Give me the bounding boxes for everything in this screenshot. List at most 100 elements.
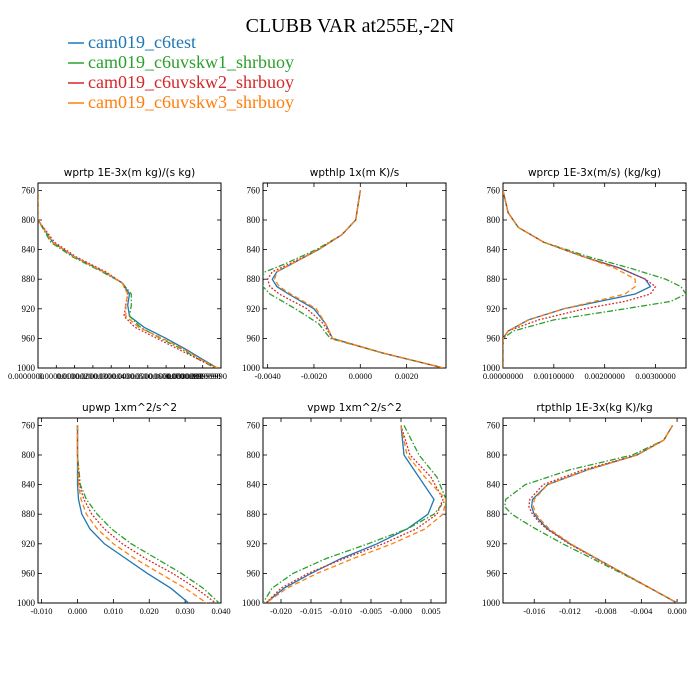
panel-title-1: wpthlp 1x(m K)/s: [310, 167, 400, 179]
legend: cam019_c6testcam019_c6uvskw1_shrbuoycam0…: [68, 32, 294, 112]
series-line-1-3: [273, 190, 444, 368]
x-tick-label-4-0: -0.020: [270, 606, 292, 616]
y-tick-label-4-4: 920: [247, 539, 261, 549]
y-tick-label-5-3: 880: [487, 509, 501, 519]
x-tick-label-5-3: -0.004: [630, 606, 653, 616]
x-tick-label-5-2: -0.008: [595, 606, 617, 616]
y-tick-label-4-6: 1000: [242, 598, 261, 608]
x-tick-label-3-5: 0.040: [211, 606, 230, 616]
panel-frame-4: [262, 417, 447, 604]
legend-label-2: cam019_c6uvskw2_shrbuoy: [88, 72, 294, 92]
panel-title-3: upwp 1xm^2/s^2: [82, 402, 177, 414]
y-tick-label-0-0: 760: [22, 185, 36, 195]
panel-0: wprtp 1E-3x(m kg)/(s kg) 760 800 840 880 920 9…: [8, 167, 227, 381]
y-tick-label-5-0: 760: [487, 420, 501, 430]
y-tick-label-3-1: 800: [22, 450, 36, 460]
y-tick-label-2-4: 920: [487, 304, 501, 314]
legend-label-1: cam019_c6uvskw1_shrbuoy: [88, 52, 294, 72]
panel-frame-3: [37, 417, 222, 604]
y-tick-label-0-5: 960: [22, 333, 36, 343]
x-tick-label-4-4: -0.000: [390, 606, 412, 616]
x-tick-label-3-1: 0.000: [68, 606, 87, 616]
series-line-2-3: [503, 190, 636, 368]
series-line-4-1: [263, 425, 446, 603]
y-tick-label-5-1: 800: [487, 450, 501, 460]
x-tick-label-1-1: -0.0020: [301, 371, 327, 381]
panel-title-4: vpwp 1xm^2/s^2: [307, 402, 402, 414]
series-line-4-2: [265, 425, 444, 603]
x-tick-label-0-6: 0.0000060: [130, 371, 166, 381]
y-tick-label-3-3: 880: [22, 509, 36, 519]
panel-title-5: rtpthlp 1E-3x(kg K)/kg: [536, 402, 652, 414]
panel-5: rtpthlp 1E-3x(kg K)/kg 760 800 840 880 920 960…: [482, 402, 687, 616]
series-line-0-0: [38, 190, 218, 368]
series-line-3-3: [76, 425, 207, 603]
x-tick-label-1-3: 0.0020: [395, 371, 418, 381]
series-line-2-0: [503, 190, 652, 368]
y-tick-label-0-2: 840: [22, 245, 36, 255]
x-tick-label-3-3: 0.020: [140, 606, 159, 616]
y-tick-label-2-3: 880: [487, 274, 501, 284]
series-line-5-2: [528, 425, 678, 603]
series-line-1-0: [271, 190, 444, 368]
y-tick-label-1-0: 760: [247, 185, 261, 195]
panel-frame-5: [502, 417, 687, 604]
series-line-1-2: [266, 190, 444, 368]
panels: wprtp 1E-3x(m kg)/(s kg) 760 800 840 880 920 9…: [8, 167, 687, 616]
series-line-4-0: [265, 425, 435, 603]
figure-title: CLUBB VAR at255E,-2N: [246, 15, 455, 37]
y-tick-label-0-3: 880: [22, 274, 36, 284]
x-tick-label-2-2: 0.00200000: [584, 371, 624, 381]
x-tick-label-1-2: 0.0000: [349, 371, 372, 381]
y-tick-label-5-4: 920: [487, 539, 501, 549]
series-line-0-3: [38, 190, 218, 368]
y-tick-label-2-6: 1000: [482, 363, 501, 373]
x-tick-label-3-0: -0.010: [31, 606, 53, 616]
panel-1: wpthlp 1x(m K)/s7608008408809209601000-0…: [242, 167, 447, 381]
panel-2: wprcp 1E-3x(m/s) (kg/kg) 760 800 840 880 920 9…: [482, 167, 687, 381]
x-tick-label-4-5: 0.005: [421, 606, 440, 616]
y-tick-label-4-3: 880: [247, 509, 261, 519]
panel-3: upwp 1xm^2/s^2 760 800 840 880 920 960 1000-0.0…: [17, 402, 231, 616]
y-tick-label-1-3: 880: [247, 274, 261, 284]
y-tick-label-2-0: 760: [487, 185, 501, 195]
x-tick-label-5-1: -0.012: [559, 606, 581, 616]
y-tick-label-2-1: 800: [487, 215, 501, 225]
y-tick-label-3-5: 960: [22, 568, 36, 578]
panel-frame-0: [37, 182, 222, 369]
x-tick-label-0-9: 0.0000090: [185, 371, 221, 381]
series-line-0-2: [38, 190, 218, 368]
y-tick-label-1-1: 800: [247, 215, 261, 225]
x-tick-label-0-5: 0.0000050: [111, 371, 147, 381]
y-tick-label-3-2: 840: [22, 480, 36, 490]
x-tick-label-4-2: -0.010: [330, 606, 352, 616]
y-tick-label-1-6: 1000: [242, 363, 261, 373]
series-line-3-0: [76, 425, 190, 603]
y-tick-label-5-6: 1000: [482, 598, 501, 608]
y-tick-label-4-0: 760: [247, 420, 261, 430]
series-line-5-3: [532, 425, 678, 603]
legend-label-0: cam019_c6test: [88, 32, 196, 52]
series-line-5-1: [504, 425, 678, 603]
y-tick-label-4-2: 840: [247, 480, 261, 490]
x-tick-label-4-3: -0.005: [360, 606, 382, 616]
panel-4: vpwp 1xm^2/s^2 760 800 840 880 920 960 1000 -0.0…: [242, 402, 447, 616]
x-tick-label-0-0: 0.0000000: [8, 371, 44, 381]
x-tick-label-5-4: 0.000: [668, 606, 687, 616]
x-tick-label-0-2: 0.0000020: [57, 371, 93, 381]
x-tick-label-2-1: 0.00100000: [534, 371, 574, 381]
y-tick-label-0-6: 1000: [17, 363, 36, 373]
y-tick-label-3-0: 760: [22, 420, 36, 430]
y-tick-label-4-1: 800: [247, 450, 261, 460]
x-tick-label-0-4: 0.0000040: [93, 371, 129, 381]
x-tick-label-1-0: -0.0040: [255, 371, 281, 381]
x-tick-label-0-1: 0.0000010: [38, 371, 74, 381]
x-tick-label-3-4: 0.030: [176, 606, 195, 616]
x-tick-label-2-0: 0.00000000: [483, 371, 523, 381]
x-tick-label-0-7: 0.0000070: [148, 371, 184, 381]
y-tick-label-0-4: 920: [22, 304, 36, 314]
y-tick-label-4-5: 960: [247, 568, 261, 578]
panel-title-2: wprcp 1E-3x(m/s) (kg/kg): [528, 167, 661, 179]
series-line-2-2: [503, 190, 657, 368]
series-line-2-1: [503, 190, 686, 368]
